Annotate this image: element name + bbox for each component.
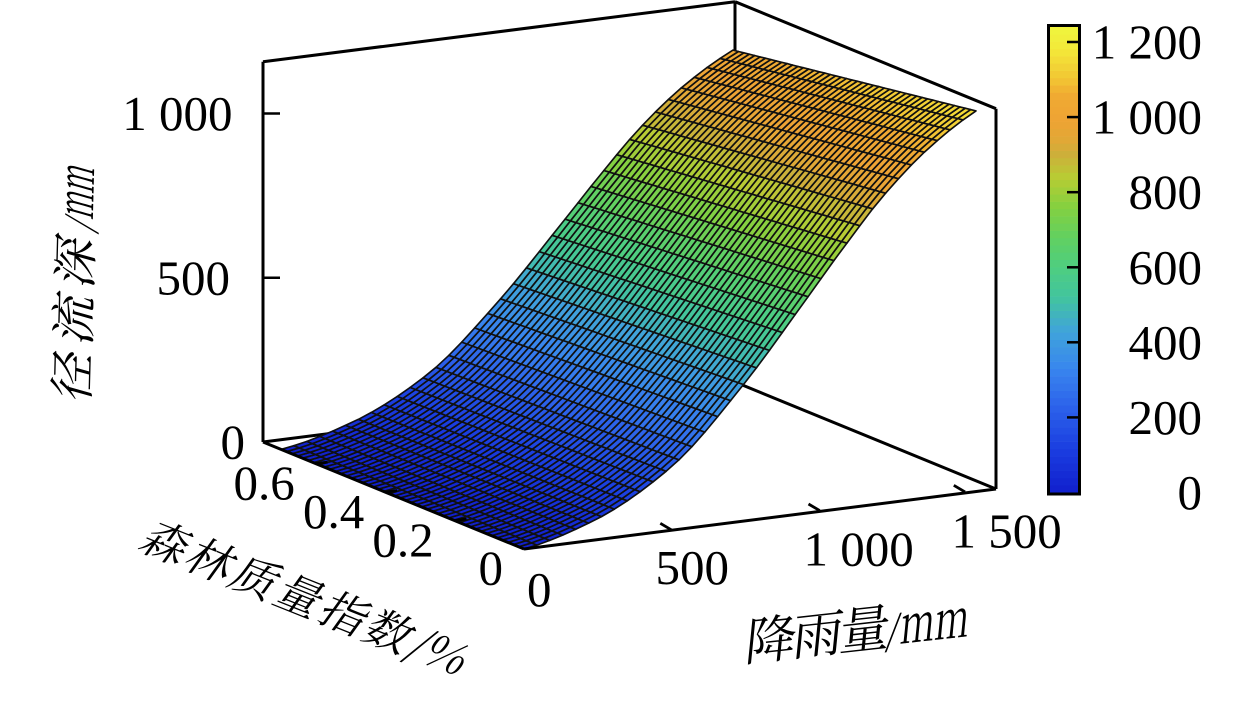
svg-text:0.4: 0.4 [303,484,364,539]
svg-text:1 200: 1 200 [1092,15,1202,70]
svg-text:0: 0 [527,562,552,617]
svg-text:800: 800 [1129,165,1203,220]
svg-text:200: 200 [1129,390,1203,445]
svg-text:400: 400 [1129,315,1203,370]
svg-text:1 000: 1 000 [1092,90,1202,145]
svg-text:600: 600 [1129,240,1203,295]
svg-text:500: 500 [656,540,730,595]
svg-text:0.6: 0.6 [233,456,294,511]
svg-text:0.2: 0.2 [372,513,433,568]
svg-text:0: 0 [1178,465,1203,520]
svg-text:0: 0 [479,541,504,596]
svg-text:0: 0 [221,415,246,470]
svg-text:1 500: 1 500 [952,504,1062,559]
svg-text:1 000: 1 000 [122,86,232,141]
svg-text:1 000: 1 000 [804,522,914,577]
svg-text:500: 500 [157,250,231,305]
